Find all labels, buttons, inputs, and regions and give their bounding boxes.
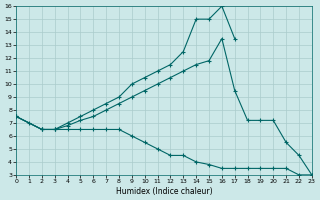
X-axis label: Humidex (Indice chaleur): Humidex (Indice chaleur) <box>116 187 212 196</box>
